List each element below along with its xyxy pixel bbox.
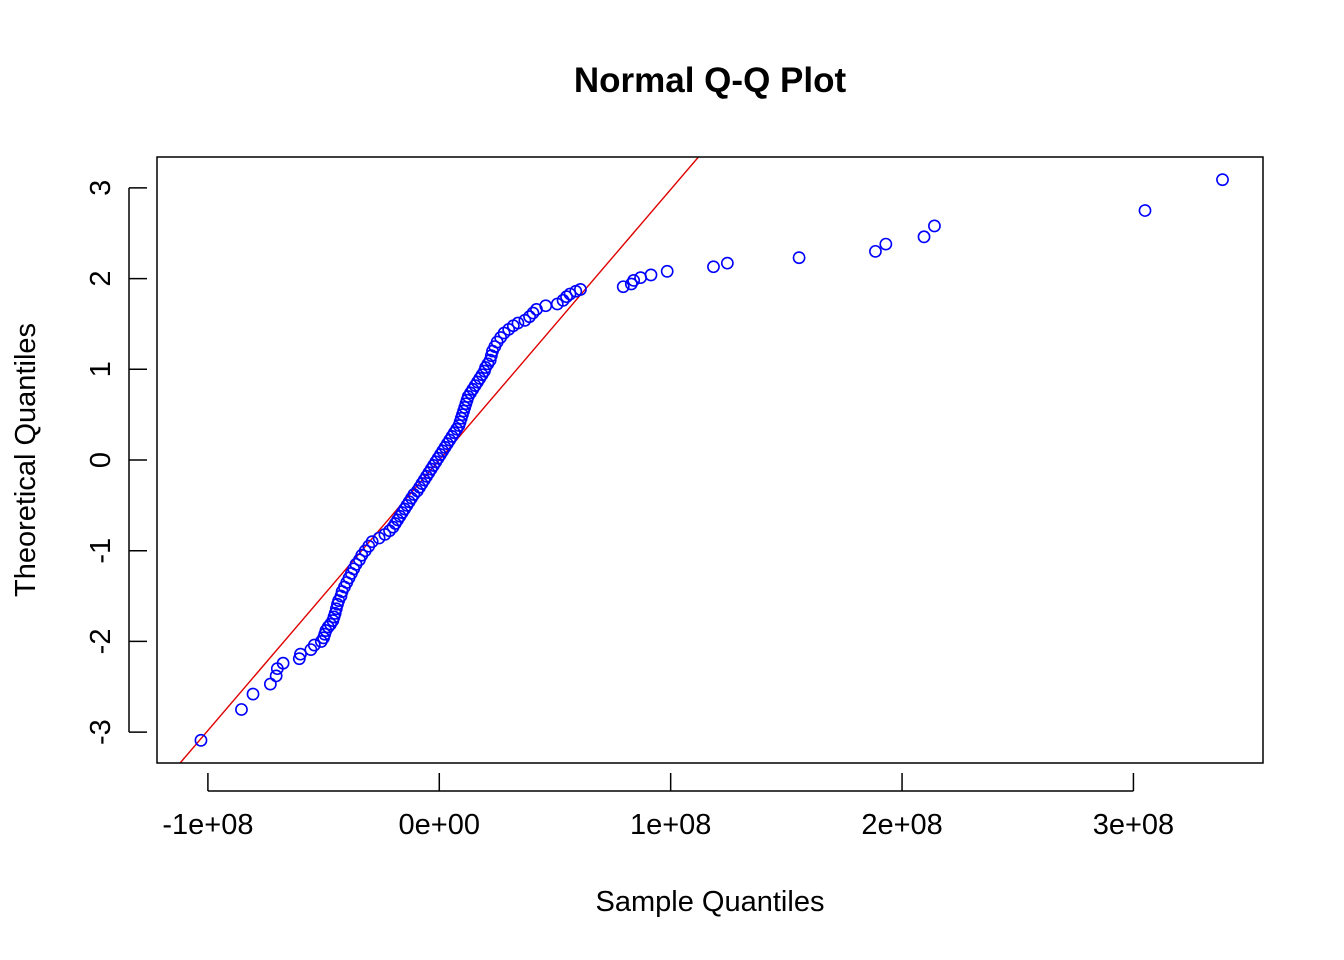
- data-point: [563, 287, 577, 301]
- y-tick-label: -3: [85, 719, 117, 745]
- data-point: [574, 283, 587, 296]
- data-points: [194, 173, 1229, 747]
- y-axis-label: Theoretical Quantiles: [10, 323, 42, 597]
- y-tick-label: 1: [85, 361, 117, 377]
- data-point: [627, 273, 641, 287]
- data-point: [869, 244, 882, 258]
- data-point: [307, 638, 321, 652]
- data-point: [560, 290, 573, 304]
- x-tick-label: 1e+08: [630, 809, 711, 841]
- y-tick-label: -2: [85, 629, 117, 655]
- data-point: [879, 237, 893, 251]
- plot-frame: [156, 156, 1264, 764]
- data-point: [194, 733, 208, 747]
- data-point: [235, 703, 248, 716]
- data-point: [511, 316, 525, 330]
- data-point: [276, 656, 290, 670]
- data-point: [526, 306, 540, 320]
- x-axis-label: Sample Quantiles: [596, 886, 825, 918]
- data-point: [523, 310, 536, 324]
- x-tick-label: 2e+08: [861, 809, 942, 841]
- data-point: [321, 620, 335, 634]
- y-tick-label: -1: [85, 538, 117, 564]
- data-point: [269, 669, 283, 683]
- data-point: [365, 535, 379, 549]
- data-point: [1216, 173, 1229, 187]
- x-tick-label: 3e+08: [1093, 809, 1174, 841]
- chart-title: Normal Q-Q Plot: [574, 61, 847, 100]
- data-point: [707, 260, 720, 274]
- data-point: [720, 256, 734, 270]
- y-tick-label: 2: [85, 270, 117, 286]
- data-point: [792, 251, 806, 265]
- data-point: [294, 647, 307, 661]
- data-point: [556, 293, 570, 307]
- y-axis: -3 -2 -1 0 1 2 3: [85, 180, 147, 745]
- data-point: [644, 268, 658, 282]
- x-tick-label: 0e+00: [399, 809, 480, 841]
- data-point: [660, 264, 674, 278]
- data-point: [917, 230, 931, 244]
- x-axis: -1e+08 0e+00 1e+08 2e+08 3e+08: [162, 773, 1174, 841]
- data-point: [1138, 204, 1152, 217]
- y-tick-label: 3: [85, 180, 117, 196]
- data-point: [246, 687, 260, 701]
- data-point: [928, 219, 941, 233]
- y-tick-label: 0: [85, 452, 117, 468]
- data-point: [616, 280, 630, 294]
- x-tick-label: -1e+08: [162, 809, 253, 841]
